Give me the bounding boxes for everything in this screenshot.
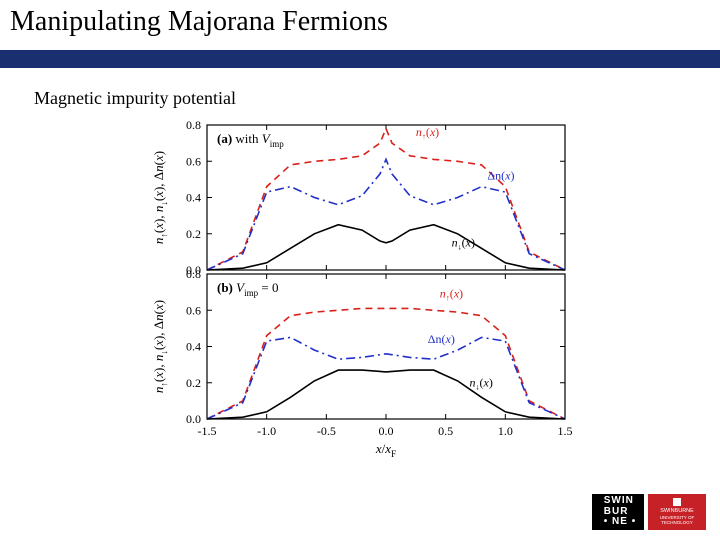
- svg-text:Δn(x): Δn(x): [487, 168, 514, 182]
- svg-text:n↓(x): n↓(x): [452, 235, 475, 251]
- logo-group: SWINBUR• NE • SWINBURNE UNIVERSITY OFTEC…: [592, 494, 706, 530]
- logo-uni-bot: UNIVERSITY OFTECHNOLOGY: [660, 515, 694, 526]
- svg-text:-0.5: -0.5: [317, 424, 336, 438]
- svg-text:0.6: 0.6: [186, 303, 201, 317]
- svg-text:0.0: 0.0: [379, 424, 394, 438]
- svg-text:n↑(x), n↓(x), Δn(x): n↑(x), n↓(x), Δn(x): [151, 300, 169, 393]
- svg-text:n↓(x): n↓(x): [470, 375, 493, 391]
- swinburne-logo-red: SWINBURNE UNIVERSITY OFTECHNOLOGY: [648, 494, 706, 530]
- page-title: Manipulating Majorana Fermions: [10, 6, 388, 37]
- svg-text:-1.5: -1.5: [198, 424, 217, 438]
- density-chart: 0.00.20.40.60.80.00.20.40.60.8-1.5-1.0-0…: [145, 119, 575, 472]
- header-accent-bar: [0, 50, 720, 68]
- svg-text:n↑(x), n↓(x), Δn(x): n↑(x), n↓(x), Δn(x): [151, 151, 169, 244]
- svg-text:(a) with Vimp: (a) with Vimp: [217, 131, 284, 149]
- svg-text:Δn(x): Δn(x): [428, 332, 455, 346]
- svg-text:0.5: 0.5: [438, 424, 453, 438]
- svg-text:0.8: 0.8: [186, 267, 201, 281]
- svg-text:n↑(x): n↑(x): [440, 287, 463, 303]
- logo-dot-icon: [673, 498, 681, 506]
- subtitle-text: Magnetic impurity potential: [34, 88, 720, 109]
- svg-text:0.6: 0.6: [186, 154, 201, 168]
- svg-text:0.4: 0.4: [186, 191, 201, 205]
- svg-text:1.0: 1.0: [498, 424, 513, 438]
- swinburne-logo-text: SWINBUR• NE •: [604, 496, 636, 528]
- svg-text:0.2: 0.2: [186, 376, 201, 390]
- svg-text:n↑(x): n↑(x): [416, 125, 439, 141]
- chart-svg: 0.00.20.40.60.80.00.20.40.60.8-1.5-1.0-0…: [145, 119, 575, 467]
- svg-text:0.2: 0.2: [186, 227, 201, 241]
- svg-text:x/xF: x/xF: [375, 441, 396, 459]
- svg-text:0.8: 0.8: [186, 119, 201, 132]
- svg-text:(b) Vimp = 0: (b) Vimp = 0: [217, 280, 278, 298]
- title-bar: Manipulating Majorana Fermions: [0, 0, 720, 50]
- svg-text:1.5: 1.5: [558, 424, 573, 438]
- svg-text:-1.0: -1.0: [257, 424, 276, 438]
- swinburne-logo-black: SWINBUR• NE •: [592, 494, 644, 530]
- logo-uni-top: SWINBURNE: [660, 508, 694, 515]
- svg-text:0.4: 0.4: [186, 340, 201, 354]
